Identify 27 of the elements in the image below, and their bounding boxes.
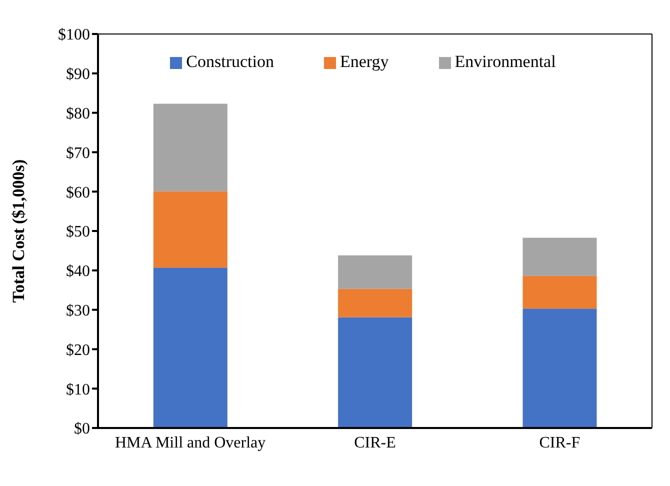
- y-tick-label: $20: [66, 342, 90, 359]
- y-tick-label: $30: [66, 302, 90, 320]
- bar: [153, 191, 228, 268]
- y-tick-label: $60: [66, 184, 90, 202]
- bar: [153, 268, 228, 428]
- y-tick-label: $70: [66, 144, 90, 162]
- x-tick-label: CIR-E: [354, 434, 396, 452]
- y-tick-label: $40: [66, 263, 90, 280]
- bar: [522, 276, 597, 309]
- x-tick-label: HMA Mill and Overlay: [115, 434, 266, 452]
- y-tick-label: $100: [58, 26, 90, 44]
- legend-label: Energy: [340, 52, 389, 71]
- legend-label: Construction: [186, 52, 274, 71]
- bar: [338, 288, 412, 318]
- y-tick-label: $90: [66, 66, 90, 84]
- bar: [522, 238, 597, 276]
- bar: [153, 104, 228, 192]
- legend-label: Environmental: [454, 52, 556, 71]
- y-tick-label: $0: [74, 420, 90, 438]
- y-tick-label: $10: [66, 381, 90, 398]
- y-axis-title: Total Cost ($1,000s): [9, 159, 28, 303]
- x-tick-label: CIR-F: [539, 434, 580, 452]
- y-tick-label: $50: [66, 224, 90, 241]
- y-tick-label: $80: [66, 105, 90, 122]
- bar: [338, 255, 412, 289]
- bar: [338, 317, 412, 428]
- bar: [522, 308, 597, 428]
